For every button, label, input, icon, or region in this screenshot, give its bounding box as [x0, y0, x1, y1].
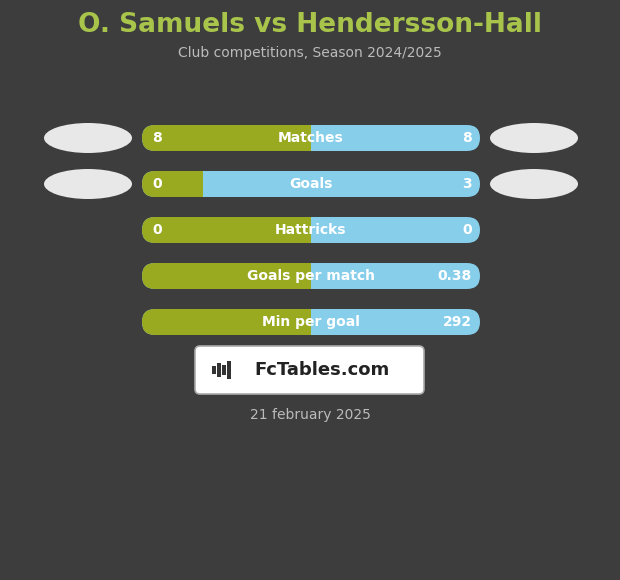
Text: 0.38: 0.38 [438, 269, 472, 283]
FancyBboxPatch shape [195, 346, 424, 394]
FancyBboxPatch shape [142, 217, 480, 243]
Ellipse shape [490, 169, 578, 199]
FancyBboxPatch shape [142, 125, 480, 151]
Text: 292: 292 [443, 315, 472, 329]
Text: 0: 0 [463, 223, 472, 237]
FancyBboxPatch shape [142, 309, 311, 335]
Text: 8: 8 [152, 131, 162, 145]
Text: Hattricks: Hattricks [275, 223, 347, 237]
Bar [227, 361, 231, 379]
FancyBboxPatch shape [142, 263, 480, 289]
FancyBboxPatch shape [142, 171, 480, 197]
Text: Matches: Matches [278, 131, 344, 145]
FancyBboxPatch shape [142, 125, 311, 151]
Text: O. Samuels vs Hendersson-Hall: O. Samuels vs Hendersson-Hall [78, 12, 542, 38]
Bar [298, 263, 311, 289]
Bar [298, 309, 311, 335]
Text: FcTables.com: FcTables.com [254, 361, 389, 379]
Bar [222, 365, 226, 375]
Bar [298, 217, 311, 243]
Bar [190, 171, 203, 197]
FancyBboxPatch shape [142, 309, 480, 335]
Text: Club competitions, Season 2024/2025: Club competitions, Season 2024/2025 [178, 46, 442, 60]
FancyBboxPatch shape [142, 263, 311, 289]
Text: Goals: Goals [290, 177, 333, 191]
Ellipse shape [44, 123, 132, 153]
Bar [212, 366, 216, 374]
Ellipse shape [490, 123, 578, 153]
Text: Min per goal: Min per goal [262, 315, 360, 329]
Bar [298, 125, 311, 151]
Text: 0: 0 [152, 223, 162, 237]
FancyBboxPatch shape [142, 171, 203, 197]
Text: Goals per match: Goals per match [247, 269, 375, 283]
Ellipse shape [44, 169, 132, 199]
FancyBboxPatch shape [142, 217, 311, 243]
Text: 8: 8 [463, 131, 472, 145]
Text: 0: 0 [152, 177, 162, 191]
Text: 21 february 2025: 21 february 2025 [250, 408, 370, 422]
Bar [217, 363, 221, 377]
Text: 3: 3 [463, 177, 472, 191]
